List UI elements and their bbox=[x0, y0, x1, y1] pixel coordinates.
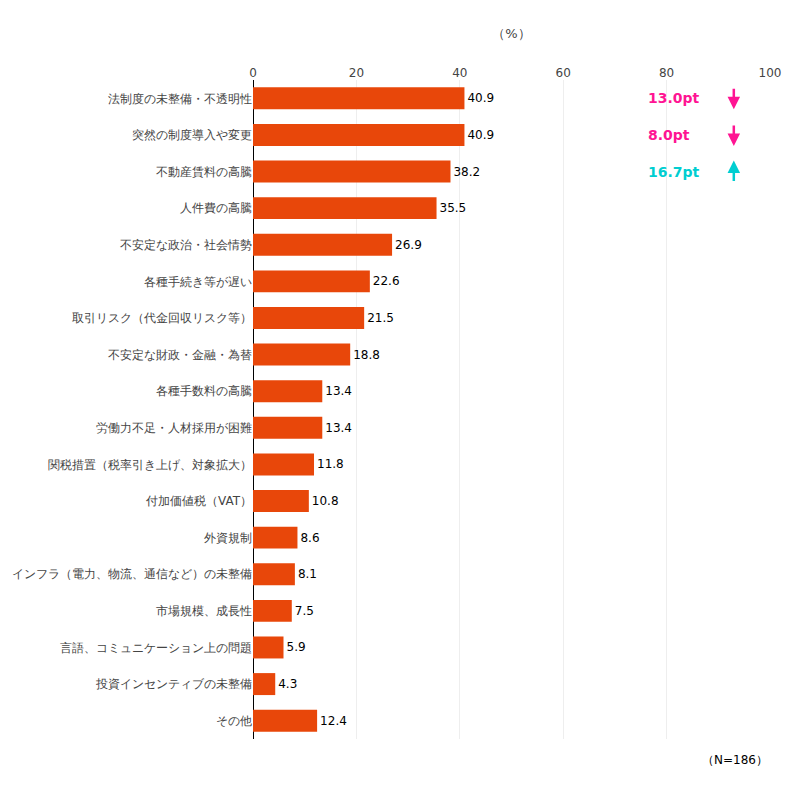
svg-text:16.7pt: 16.7pt bbox=[648, 164, 700, 180]
svg-text:22.6: 22.6 bbox=[373, 274, 400, 288]
svg-text:各種手数料の高騰: 各種手数料の高騰 bbox=[156, 384, 252, 398]
svg-text:人件費の高騰: 人件費の高騰 bbox=[180, 201, 252, 215]
svg-text:市場規模、成長性: 市場規模、成長性 bbox=[156, 604, 252, 618]
svg-text:35.5: 35.5 bbox=[440, 201, 467, 215]
svg-text:13.4: 13.4 bbox=[325, 421, 352, 435]
svg-text:（N=186）: （N=186） bbox=[702, 753, 768, 767]
svg-text:11.8: 11.8 bbox=[317, 457, 344, 471]
svg-text:60: 60 bbox=[556, 66, 571, 80]
svg-text:8.6: 8.6 bbox=[300, 531, 319, 545]
svg-text:38.2: 38.2 bbox=[453, 165, 480, 179]
svg-text:21.5: 21.5 bbox=[367, 311, 394, 325]
svg-text:各種手続き等が遅い: 各種手続き等が遅い bbox=[144, 275, 252, 289]
svg-text:突然の制度導入や変更: 突然の制度導入や変更 bbox=[132, 128, 252, 142]
svg-text:0: 0 bbox=[249, 66, 257, 80]
svg-text:40.9: 40.9 bbox=[467, 91, 494, 105]
svg-text:（%）: （%） bbox=[492, 26, 530, 41]
svg-text:7.5: 7.5 bbox=[295, 604, 314, 618]
svg-text:付加価値税（VAT）: 付加価値税（VAT） bbox=[145, 494, 252, 508]
svg-text:13.4: 13.4 bbox=[325, 384, 352, 398]
svg-text:取引リスク（代金回収リスク等）: 取引リスク（代金回収リスク等） bbox=[72, 311, 252, 325]
svg-text:13.0pt: 13.0pt bbox=[648, 90, 700, 106]
svg-text:4.3: 4.3 bbox=[278, 677, 297, 691]
svg-text:18.8: 18.8 bbox=[353, 348, 380, 362]
svg-text:関税措置（税率引き上げ、対象拡大）: 関税措置（税率引き上げ、対象拡大） bbox=[48, 458, 252, 472]
svg-text:その他: その他 bbox=[216, 714, 252, 728]
svg-text:労働力不足・人材採用が困難: 労働力不足・人材採用が困難 bbox=[96, 421, 252, 435]
svg-text:不動産賃料の高騰: 不動産賃料の高騰 bbox=[156, 165, 252, 179]
svg-text:40: 40 bbox=[452, 66, 467, 80]
svg-text:インフラ（電力、物流、通信など）の未整備: インフラ（電力、物流、通信など）の未整備 bbox=[12, 567, 252, 581]
svg-text:不安定な財政・金融・為替: 不安定な財政・金融・為替 bbox=[108, 348, 252, 362]
svg-text:不安定な政治・社会情勢: 不安定な政治・社会情勢 bbox=[120, 238, 252, 252]
svg-text:100: 100 bbox=[759, 66, 782, 80]
svg-text:法制度の未整備・不透明性: 法制度の未整備・不透明性 bbox=[108, 92, 252, 106]
svg-text:言語、コミュニケーション上の問題: 言語、コミュニケーション上の問題 bbox=[60, 641, 252, 655]
svg-text:8.1: 8.1 bbox=[298, 567, 317, 581]
svg-text:12.4: 12.4 bbox=[320, 714, 347, 728]
svg-text:外資規制: 外資規制 bbox=[204, 531, 252, 545]
svg-text:80: 80 bbox=[659, 66, 674, 80]
svg-text:投資インセンティブの未整備: 投資インセンティブの未整備 bbox=[95, 677, 252, 691]
svg-text:26.9: 26.9 bbox=[395, 238, 422, 252]
svg-text:5.9: 5.9 bbox=[287, 640, 306, 654]
svg-text:10.8: 10.8 bbox=[312, 494, 339, 508]
svg-text:40.9: 40.9 bbox=[467, 128, 494, 142]
svg-text:8.0pt: 8.0pt bbox=[648, 127, 690, 143]
svg-text:20: 20 bbox=[349, 66, 364, 80]
